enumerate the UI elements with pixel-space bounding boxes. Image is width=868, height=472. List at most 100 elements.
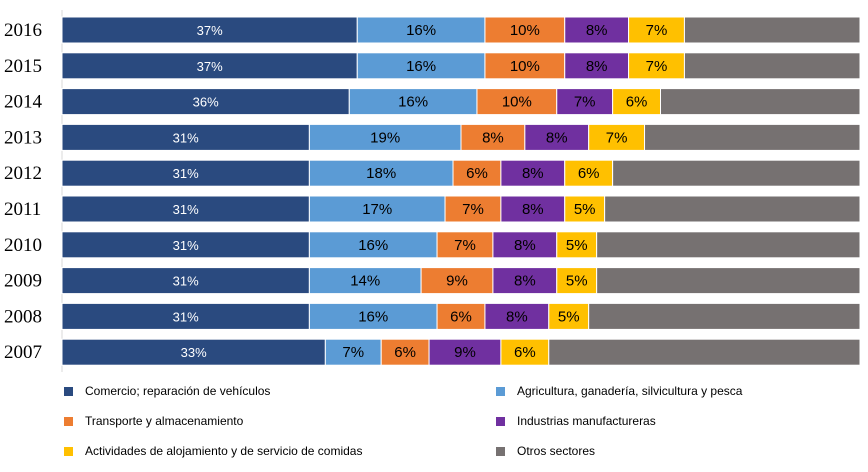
bar-segment xyxy=(380,338,430,366)
data-label: 8% xyxy=(482,129,504,146)
bar-segment xyxy=(524,123,590,151)
bar-segment xyxy=(444,195,502,223)
data-label: 7% xyxy=(646,22,668,39)
bar-segment xyxy=(500,195,566,223)
bar-segment xyxy=(356,16,486,44)
data-label: 6% xyxy=(466,165,488,182)
bar-segment xyxy=(308,231,438,259)
bar-segment xyxy=(308,123,462,151)
y-tick-label: 2014 xyxy=(4,92,43,113)
data-label: 33% xyxy=(181,345,207,360)
data-label: 8% xyxy=(522,165,544,182)
bar-segment xyxy=(452,159,502,187)
legend-swatch xyxy=(64,446,73,456)
data-label: 31% xyxy=(173,309,199,324)
legend-label: Agricultura, ganadería, silvicultura y p… xyxy=(517,384,743,398)
data-label: 6% xyxy=(450,308,472,325)
bar-segment xyxy=(683,52,861,80)
data-label: 31% xyxy=(173,166,199,181)
data-label: 31% xyxy=(173,238,199,253)
data-label: 9% xyxy=(446,273,468,290)
data-label: 5% xyxy=(574,201,596,218)
data-label: 6% xyxy=(578,165,600,182)
data-label: 5% xyxy=(566,273,588,290)
legend-item: Otros sectores xyxy=(496,442,595,460)
data-label: 7% xyxy=(606,129,628,146)
y-tick-label: 2011 xyxy=(4,199,41,220)
data-label: 14% xyxy=(350,273,380,290)
bar-segment xyxy=(588,123,646,151)
bar-segment xyxy=(628,52,685,80)
data-label: 16% xyxy=(358,308,388,325)
data-label: 31% xyxy=(173,202,199,217)
legend-item: Agricultura, ganadería, silvicultura y p… xyxy=(496,382,742,400)
data-label: 16% xyxy=(406,58,436,75)
y-tick-label: 2013 xyxy=(4,127,42,148)
bar-segment xyxy=(61,88,350,116)
bar-segment xyxy=(604,195,861,223)
bar-segment xyxy=(492,231,558,259)
chart-legend: Comercio; reparación de vehículos Agricul… xyxy=(0,380,868,472)
legend-label: Actividades de alojamiento y de servicio… xyxy=(85,444,363,458)
legend-swatch xyxy=(64,386,73,396)
data-label: 7% xyxy=(646,58,668,75)
bar-segment xyxy=(324,338,382,366)
y-tick-label: 2012 xyxy=(4,163,42,184)
legend-swatch xyxy=(496,446,505,456)
legend-label: Industrias manufactureras xyxy=(517,414,656,428)
y-tick-label: 2010 xyxy=(4,235,42,256)
bar-segment xyxy=(588,302,861,330)
data-label: 10% xyxy=(502,94,532,111)
bar-segment xyxy=(612,159,861,187)
data-label: 16% xyxy=(398,94,428,111)
data-label: 8% xyxy=(522,201,544,218)
bar-segment xyxy=(556,88,614,116)
bar-segment xyxy=(428,338,502,366)
bar-segment xyxy=(612,88,661,116)
bar-segment xyxy=(660,88,861,116)
y-tick-label: 2008 xyxy=(4,306,42,327)
bar-segment xyxy=(564,195,606,223)
bar-segment xyxy=(308,195,446,223)
data-label: 7% xyxy=(342,344,364,361)
bar-segment xyxy=(596,267,861,295)
bar-segment xyxy=(556,231,598,259)
legend-item: Transporte y almacenamiento xyxy=(64,412,243,430)
data-label: 5% xyxy=(566,237,588,254)
data-label: 8% xyxy=(586,22,608,39)
data-label: 16% xyxy=(358,237,388,254)
legend-swatch xyxy=(496,416,505,426)
stacked-bar-chart: 2016 37% 16% 10% 8% 7% 2015 37% 16% 10% 8% 7% 2014 36… xyxy=(4,10,861,372)
y-tick-label: 2007 xyxy=(4,342,42,363)
bar-segment xyxy=(61,123,310,151)
data-label: 6% xyxy=(514,344,536,361)
data-label: 7% xyxy=(454,237,476,254)
data-label: 10% xyxy=(510,22,540,39)
bar-segment xyxy=(476,88,558,116)
bar-segment xyxy=(683,16,861,44)
data-label: 9% xyxy=(454,344,476,361)
legend-item: Industrias manufactureras xyxy=(496,412,656,430)
bar-segment xyxy=(61,267,310,295)
data-label: 10% xyxy=(510,58,540,75)
legend-label: Transporte y almacenamiento xyxy=(85,414,244,428)
bar-segment xyxy=(436,231,494,259)
data-label: 8% xyxy=(546,129,568,146)
data-label: 31% xyxy=(173,274,199,289)
data-label: 19% xyxy=(370,129,400,146)
y-tick-label: 2015 xyxy=(4,56,42,77)
data-label: 8% xyxy=(586,58,608,75)
legend-item: Comercio; reparación de vehículos xyxy=(64,382,270,400)
data-label: 8% xyxy=(514,237,536,254)
legend-label: Otros sectores xyxy=(517,444,596,458)
bar-segment xyxy=(61,231,310,259)
bar-segment xyxy=(564,52,630,80)
data-label: 17% xyxy=(362,201,392,218)
legend-item: Actividades de alojamiento y de servicio… xyxy=(64,442,362,460)
data-label: 18% xyxy=(366,165,396,182)
data-label: 5% xyxy=(558,308,580,325)
legend-label: Comercio; reparación de vehículos xyxy=(85,384,271,398)
bar-segment xyxy=(308,267,422,295)
data-label: 37% xyxy=(197,23,223,38)
bar-segment xyxy=(548,338,861,366)
